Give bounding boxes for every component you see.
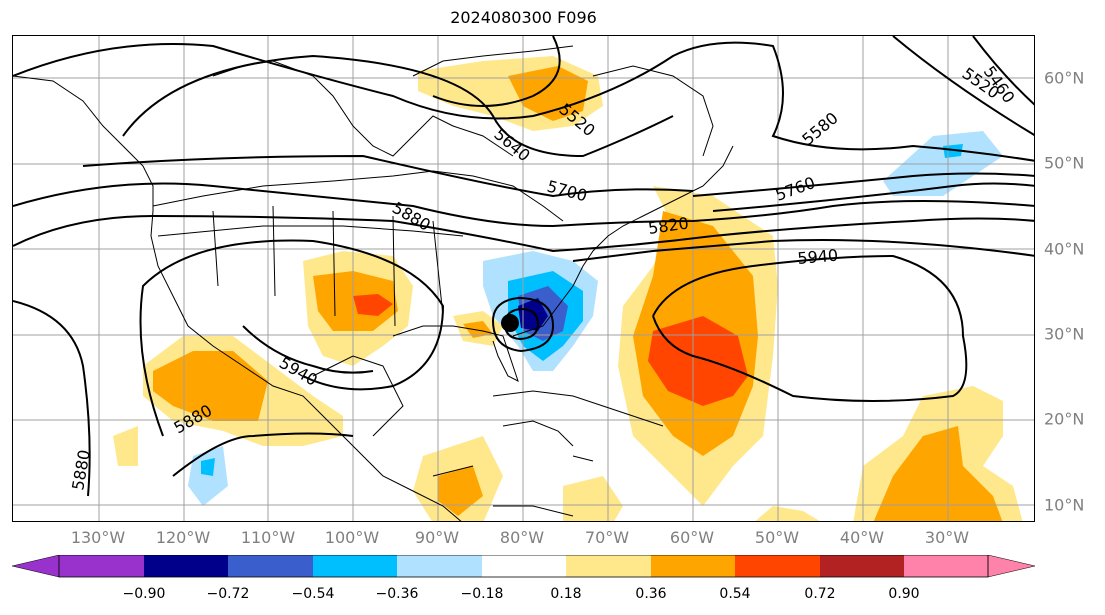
anomaly-mexico-orange: [153, 351, 268, 421]
map-title: 2024080300 F096: [450, 8, 597, 27]
longitude-label: 110°W: [240, 528, 296, 547]
latitude-label: 50°N: [1044, 153, 1085, 173]
colorbar-tick-label: −0.72: [206, 586, 250, 602]
longitude-label: 70°W: [584, 528, 630, 547]
height-contours: [13, 36, 1034, 497]
anomaly-atlantic-red: [648, 316, 748, 406]
colorbar-tick-label: −0.18: [460, 586, 504, 602]
anomaly-gulf-orange: [463, 321, 493, 338]
contour-label: 5700: [545, 177, 589, 206]
contour-label: 5940: [797, 246, 839, 268]
anomaly-caribbean-orange: [438, 466, 483, 516]
colorbar-tick-label: 0.36: [635, 586, 667, 602]
colorbar-tick-label: 0.54: [719, 586, 751, 602]
latitude-label: 20°N: [1044, 409, 1085, 429]
colorbar-tick-label: −0.54: [291, 586, 335, 602]
longitude-label: 50°W: [754, 528, 800, 547]
weather-map: 5460 5520 5520 5580 5640 5700 5760 5820 …: [12, 35, 1035, 522]
map-canvas: 5460 5520 5520 5580 5640 5700 5760 5820 …: [13, 36, 1034, 521]
contour-label: 5880: [68, 448, 94, 491]
anomaly-pacific-lightblue: [188, 446, 228, 506]
anomaly-hudson-orange: [508, 66, 588, 121]
colorbar-bin: [482, 555, 566, 577]
contour-5760: [13, 182, 1034, 228]
colorbar-tick-label: 0.90: [888, 586, 920, 602]
latitude-label: 10°N: [1044, 495, 1085, 515]
longitude-label: 90°W: [414, 528, 460, 547]
contour-5640: [122, 54, 1034, 197]
latitude-label: 40°N: [1044, 239, 1085, 259]
longitude-label: 100°W: [324, 528, 380, 547]
colorbar-bin: [735, 555, 820, 577]
colorbar-bin: [651, 555, 735, 577]
contour-5520-north: [432, 36, 561, 107]
anomaly-pacific-blue: [201, 458, 215, 476]
colorbar-tick-label: −0.36: [375, 586, 419, 602]
anomaly-pacific-west-yellow: [113, 426, 138, 466]
colorbar-extend-low: [11, 555, 60, 578]
anomaly-shading: [113, 56, 1023, 521]
longitude-label: 30°W: [924, 528, 970, 547]
anomaly-se-navy: [518, 298, 548, 331]
longitude-label: 40°W: [839, 528, 885, 547]
storm-center-marker: [501, 314, 519, 332]
anomaly-sa-yellow: [563, 476, 623, 521]
longitude-label: 120°W: [155, 528, 211, 547]
colorbar-bin: [144, 555, 228, 577]
colorbar-bin: [59, 555, 144, 577]
colorbar-tick-label: −0.90: [122, 586, 166, 602]
contour-5820: [13, 214, 1034, 253]
latitude-label: 30°N: [1044, 324, 1085, 344]
contour-5880-ring: [13, 239, 445, 497]
longitude-label: 130°W: [70, 528, 126, 547]
colorbar-bin: [397, 555, 482, 577]
colorbar-tick-label: 0.72: [804, 586, 836, 602]
colorbar-bin: [566, 555, 651, 577]
contour-5940: [242, 254, 968, 402]
latitude-label: 60°N: [1044, 68, 1085, 88]
contour-label: 5580: [798, 108, 841, 149]
contour-storm-inner: [503, 307, 540, 341]
contour-5520-east: [892, 36, 1034, 136]
anomaly-texas-red: [353, 294, 393, 316]
contour-5880-se: [572, 239, 1034, 262]
colorbar: [11, 555, 1036, 578]
longitude-label: 60°W: [669, 528, 715, 547]
colorbar-bin: [904, 555, 988, 577]
graticule: [13, 36, 1034, 521]
colorbar-extend-high: [987, 555, 1036, 578]
contour-5700: [82, 154, 1034, 212]
contour-storm-outer: [491, 296, 555, 353]
contour-5460: [972, 36, 1034, 106]
longitude-label: 80°W: [499, 528, 545, 547]
colorbar-bin: [820, 555, 904, 577]
contour-label: 5760: [773, 173, 818, 205]
anomaly-eatl-orange: [873, 426, 1003, 521]
anomaly-eatl-yellow2: [755, 506, 820, 521]
colorbar-bin: [228, 555, 313, 577]
colorbar-tick-label: 0.18: [550, 586, 582, 602]
colorbar-bin: [313, 555, 397, 577]
contour-5580: [13, 41, 1034, 162]
